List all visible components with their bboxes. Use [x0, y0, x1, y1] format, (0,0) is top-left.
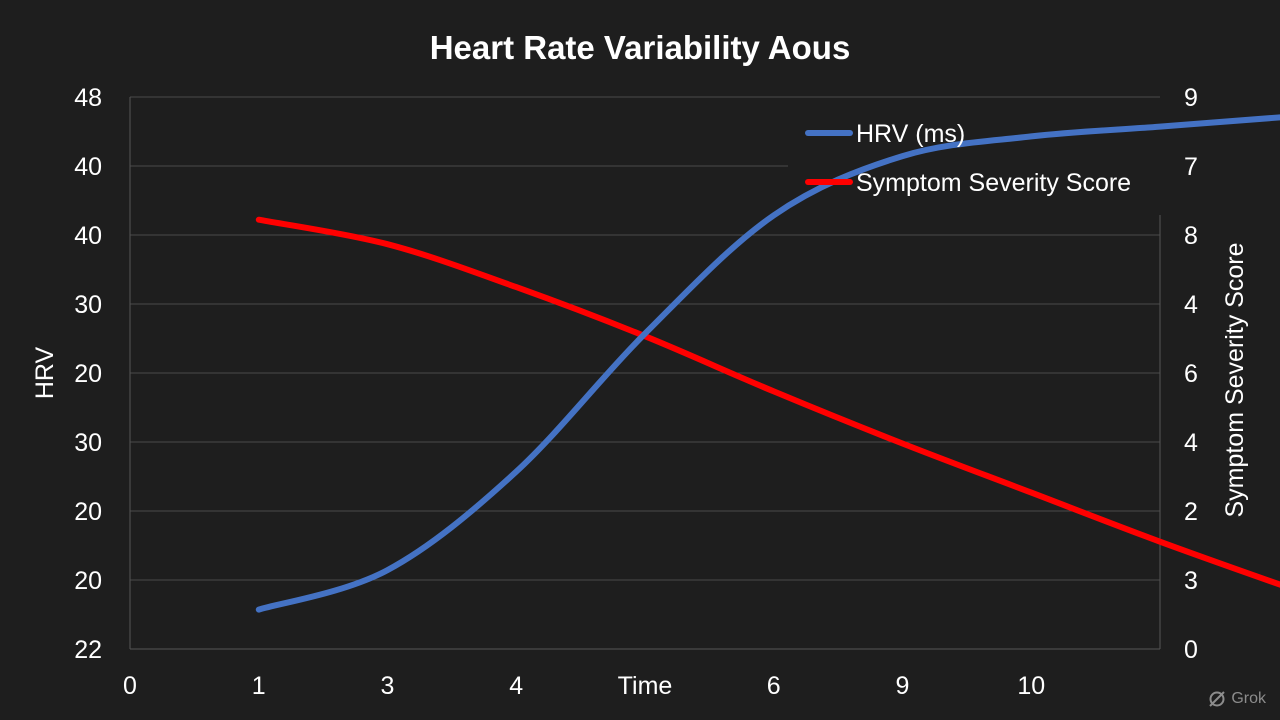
y-left-tick-label: 30 — [74, 291, 102, 319]
symptom-severity-line — [255, 216, 1280, 588]
y-left-tick-label: 20 — [74, 498, 102, 526]
y-axis-left-label: HRV — [31, 347, 59, 400]
legend-label: HRV (ms) — [856, 120, 965, 148]
y-right-tick-label: 2 — [1184, 498, 1198, 526]
x-tick-label: 10 — [1017, 672, 1045, 700]
x-tick-label: 9 — [896, 672, 910, 700]
y-left-tick-label: 22 — [74, 636, 102, 664]
y-right-tick-label: 9 — [1184, 84, 1198, 112]
y-axis-right-label: Symptom Severity Score — [1221, 242, 1249, 517]
grok-logo-icon — [1209, 691, 1226, 707]
legend-label: Symptom Severity Score — [856, 169, 1131, 197]
x-tick-label: 1 — [252, 672, 266, 700]
y-left-tick-label: 40 — [74, 153, 102, 181]
x-tick-label: 6 — [767, 672, 781, 700]
x-axis-label: Time — [618, 672, 673, 700]
y-left-tick-label: 30 — [74, 429, 102, 457]
y-right-tick-label: 7 — [1184, 153, 1198, 181]
y-right-tick-label: 8 — [1184, 222, 1198, 250]
x-tick-label: 0 — [123, 672, 137, 700]
y-left-tick-label: 20 — [74, 567, 102, 595]
y-right-tick-label: 0 — [1184, 636, 1198, 664]
watermark-label: Grok — [1231, 690, 1266, 707]
y-right-tick-label: 6 — [1184, 360, 1198, 388]
series-lines — [255, 114, 1280, 613]
x-tick-label: 4 — [509, 672, 523, 700]
grok-watermark: Grok — [1208, 690, 1266, 708]
y-left-tick-label: 48 — [74, 84, 102, 112]
hrv-line — [255, 114, 1280, 613]
y-right-tick-label: 3 — [1184, 567, 1198, 595]
axes — [129, 97, 1161, 650]
y-right-tick-label: 4 — [1184, 429, 1198, 457]
y-left-tick-label: 40 — [74, 222, 102, 250]
chart-title: Heart Rate Variability Aous — [430, 29, 851, 66]
x-tick-label: 3 — [381, 672, 395, 700]
legend: HRV (ms) Symptom Severity Score — [805, 120, 1131, 197]
y-right-tick-label: 4 — [1184, 291, 1198, 319]
y-left-tick-label: 20 — [74, 360, 102, 388]
